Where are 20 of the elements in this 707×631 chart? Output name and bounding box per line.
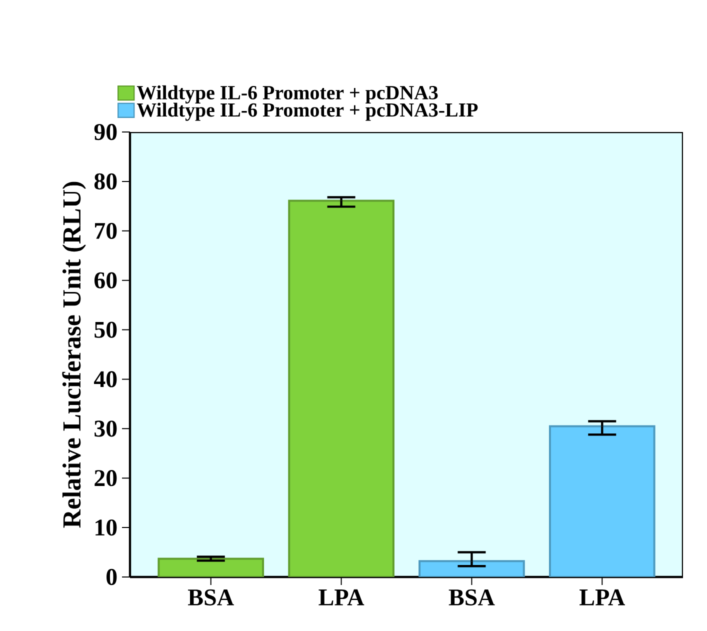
bar	[288, 200, 394, 577]
y-tick-label: 80	[94, 173, 117, 190]
y-tick-label: 0	[106, 568, 117, 586]
y-tick-label: 20	[94, 470, 117, 486]
y-tick-label: 10	[96, 519, 117, 536]
legend-label: Wildtype IL-6 Promoter + pcDNA3	[136, 85, 438, 104]
y-tick-label: 30	[94, 420, 117, 437]
y-tick-label: 70	[95, 222, 117, 239]
bar	[158, 558, 264, 577]
legend-label: Wildtype IL-6 Promoter + pcDNA3-LIP	[136, 102, 478, 121]
x-tick-label: LPA	[318, 589, 364, 606]
bar	[548, 425, 656, 577]
y-tick-label: 40	[94, 371, 117, 388]
y-tick-label: 60	[94, 272, 117, 288]
x-tick-label: BSA	[448, 589, 495, 606]
x-tick-label: BSA	[188, 589, 234, 606]
y-tick-label: 90	[94, 124, 117, 140]
y-axis-title: Relative Luciferase Unit (RLU)	[62, 182, 86, 528]
x-tick-label: LPA	[580, 589, 625, 606]
y-tick-label: 50	[94, 322, 117, 338]
